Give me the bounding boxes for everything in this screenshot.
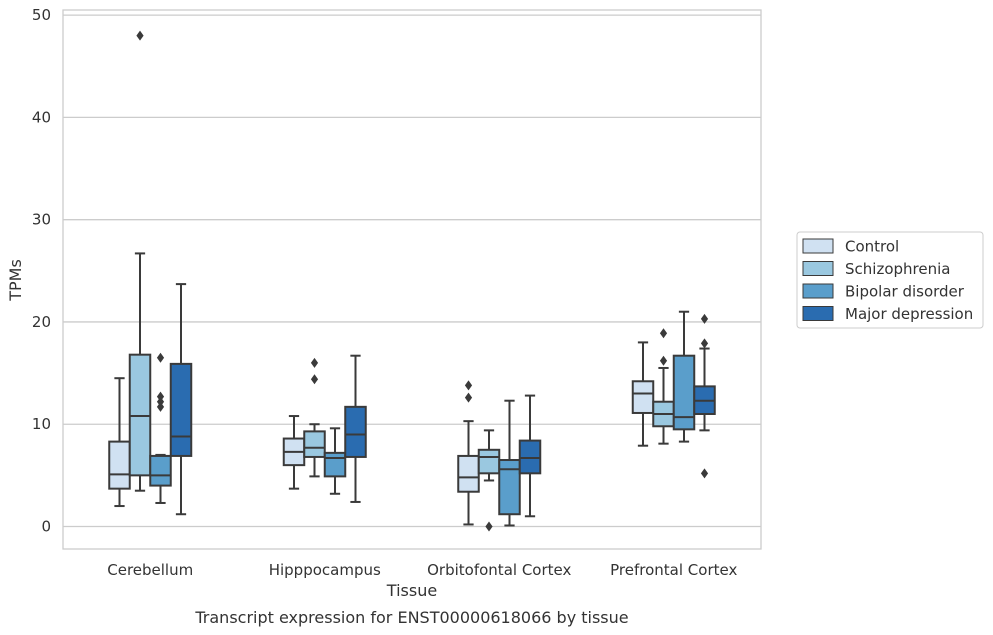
outlier-point [156, 391, 165, 402]
x-tick-label: Cerebellum [107, 561, 193, 579]
box-iqr [344, 405, 367, 458]
box-control [457, 380, 480, 526]
legend-label: Major depression [845, 305, 973, 323]
outlier-point [659, 328, 668, 339]
outlier-point [136, 30, 144, 41]
box-iqr [631, 380, 655, 414]
outlier-point [464, 392, 473, 403]
legend-frame [796, 231, 984, 329]
plot-area-frame [62, 9, 762, 550]
box-control [631, 341, 655, 447]
box-control [108, 377, 131, 508]
outlier-point [156, 352, 165, 363]
box-iqr [518, 439, 542, 475]
box-major-depression [169, 283, 193, 516]
legend-label: Schizophrenia [845, 260, 950, 278]
box-major-depression [693, 313, 716, 479]
box-schizophrenia [652, 328, 675, 445]
outlier-point [464, 380, 473, 391]
gridlines [63, 14, 761, 528]
box-iqr [303, 430, 326, 458]
box-iqr [457, 454, 480, 493]
legend-swatch [802, 238, 834, 254]
y-tick-label: 10 [32, 415, 51, 433]
box-iqr [108, 440, 131, 490]
x-axis-ticks: Cerebellum Hipppocampus Orbitofontal Corte… [107, 561, 737, 579]
x-tick-label: Hipppocampus [269, 561, 381, 579]
outlier-point [310, 374, 319, 385]
box-control [282, 415, 306, 490]
box-iqr [128, 353, 152, 477]
box-schizophrenia [128, 30, 152, 492]
outlier-point [659, 355, 668, 366]
y-tick-label: 50 [32, 6, 51, 24]
legend-label: Bipolar disorder [845, 283, 965, 301]
box-bipolar-disorder [149, 352, 172, 504]
box-schizophrenia [477, 429, 501, 532]
x-tick-label: Prefrontal Cortex [610, 561, 737, 579]
x-tick-label: Orbitofontal Cortex [427, 561, 571, 579]
box-bipolar-disorder [323, 427, 347, 495]
outlier-point [700, 338, 709, 349]
box-major-depression [518, 394, 542, 518]
legend-label: Control [845, 238, 899, 256]
box-iqr [498, 459, 521, 516]
box-iqr [477, 448, 501, 475]
boxes [108, 30, 716, 532]
box-iqr [672, 354, 696, 431]
legend-swatch [802, 306, 834, 321]
chart-caption: Transcript expression for ENST0000061806… [194, 608, 628, 627]
box-major-depression [344, 354, 367, 503]
box-iqr [149, 454, 172, 487]
legend-swatch [802, 283, 834, 299]
y-tick-label: 0 [41, 517, 51, 535]
box-iqr [323, 451, 347, 478]
y-tick-label: 30 [32, 211, 51, 229]
box-schizophrenia [303, 357, 326, 478]
outlier-point [156, 396, 165, 407]
outlier-point [700, 468, 709, 479]
outlier-point [700, 313, 709, 324]
y-axis-label: TPMs [6, 259, 25, 302]
y-axis-ticks: 0 10 20 30 40 50 [32, 6, 51, 535]
x-axis-label: Tissue [386, 581, 437, 600]
y-tick-label: 20 [32, 313, 51, 331]
box-iqr [169, 362, 193, 457]
outlier-point [156, 401, 165, 412]
box-bipolar-disorder [498, 399, 521, 527]
box-bipolar-disorder [672, 310, 696, 443]
legend: Control Schizophrenia Bipolar disorder Majo… [796, 231, 984, 329]
legend-swatch [802, 261, 834, 276]
outlier-point [310, 357, 319, 368]
outlier-point [485, 521, 493, 532]
y-tick-label: 40 [32, 108, 51, 126]
